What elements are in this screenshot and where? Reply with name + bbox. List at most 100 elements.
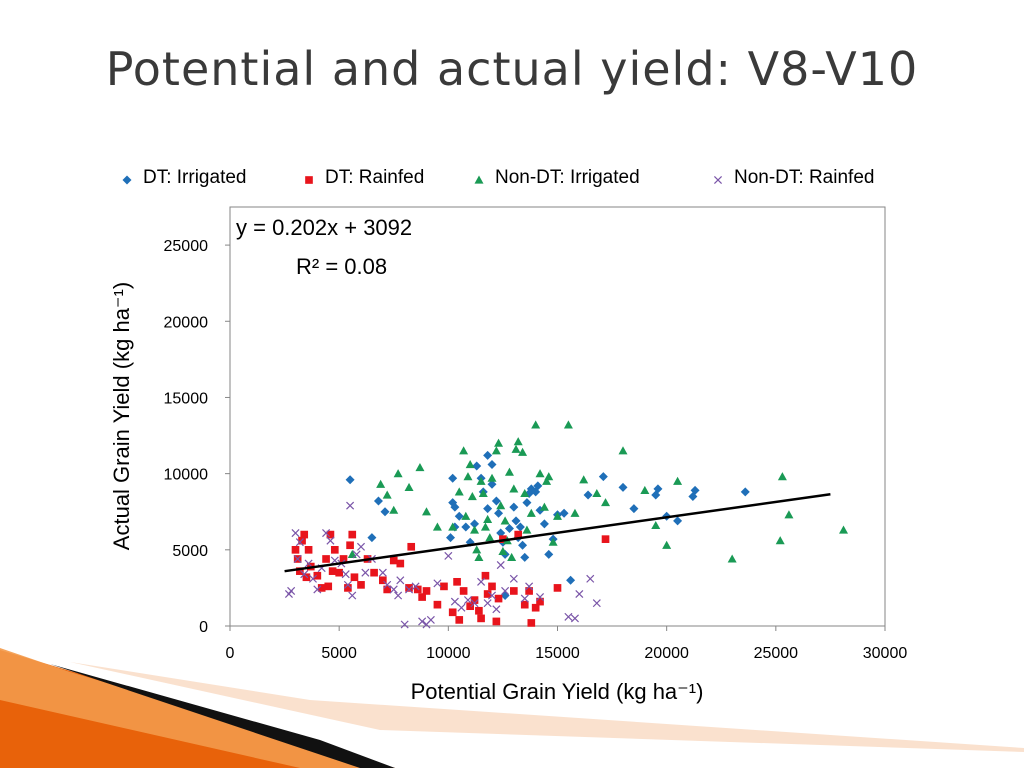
- data-point: [393, 469, 403, 478]
- data-point: [426, 615, 435, 624]
- legend-label: Non-DT: Rainfed: [734, 167, 874, 188]
- data-point: [535, 469, 545, 478]
- data-point: [483, 599, 492, 608]
- data-point: [539, 502, 549, 511]
- data-point: [496, 501, 506, 510]
- data-point: [618, 482, 628, 492]
- data-point: [291, 545, 300, 554]
- data-point: [432, 522, 442, 531]
- data-point: [525, 582, 534, 591]
- legend-item: DT: Rainfed: [305, 167, 424, 188]
- legend-label: DT: Rainfed: [325, 167, 424, 188]
- data-point: [382, 490, 392, 499]
- data-point: [304, 545, 313, 554]
- data-point: [415, 463, 425, 472]
- data-point: [520, 488, 530, 498]
- data-point: [481, 571, 490, 580]
- data-point: [511, 444, 521, 453]
- data-point: [501, 586, 510, 595]
- data-point: [522, 525, 532, 534]
- data-point: [405, 585, 414, 594]
- data-point: [455, 616, 464, 624]
- data-point: [474, 552, 484, 562]
- data-point: [496, 528, 506, 538]
- data-point: [492, 605, 501, 614]
- data-point: [494, 438, 504, 447]
- data-point: [579, 475, 589, 484]
- data-point: [378, 568, 387, 577]
- data-point: [515, 522, 525, 532]
- data-point: [448, 522, 458, 531]
- data-point: [487, 459, 497, 469]
- data-point: [470, 596, 479, 604]
- data-point: [404, 482, 414, 491]
- data-point: [483, 514, 493, 523]
- data-point: [440, 582, 448, 591]
- data-point: [520, 594, 529, 603]
- trendline-equation: y = 0.202x + 3092: [236, 215, 412, 240]
- data-point: [466, 602, 474, 611]
- data-point: [690, 485, 700, 495]
- series-dt-rainfed: [291, 530, 610, 627]
- data-point: [564, 612, 573, 621]
- data-point: [542, 476, 552, 485]
- data-point: [491, 496, 501, 506]
- data-point: [553, 584, 562, 592]
- legend-marker: [474, 175, 484, 184]
- data-point: [553, 511, 562, 520]
- data-point: [341, 570, 350, 579]
- data-point: [304, 559, 313, 568]
- data-point: [454, 511, 464, 521]
- data-point: [570, 614, 579, 623]
- data-point: [396, 576, 405, 585]
- data-point: [326, 536, 335, 545]
- data-point: [520, 600, 529, 609]
- data-point: [539, 519, 549, 529]
- data-point: [361, 568, 370, 577]
- data-point: [463, 596, 473, 605]
- data-point: [544, 472, 554, 481]
- data-point: [496, 561, 505, 570]
- data-point: [839, 525, 849, 534]
- data-point: [450, 502, 460, 512]
- legend-item: Non-DT: Rainfed: [713, 167, 874, 188]
- data-point: [601, 498, 611, 507]
- data-point: [293, 554, 302, 563]
- data-point: [453, 577, 461, 586]
- data-point: [295, 538, 304, 547]
- data-point: [548, 537, 558, 546]
- data-point: [491, 446, 501, 455]
- data-point: [444, 551, 453, 560]
- data-point: [527, 619, 536, 627]
- data-point: [483, 504, 493, 514]
- data-point: [472, 461, 482, 471]
- legend-item: Non-DT: Irrigated: [474, 167, 640, 188]
- y-axis-ticks: 0 5000 10000 15000 20000 25000: [164, 238, 230, 636]
- data-point: [394, 591, 403, 600]
- legend-label: Non-DT: Irrigated: [495, 167, 640, 188]
- data-point: [389, 556, 398, 565]
- data-point: [300, 530, 309, 539]
- data-point: [396, 559, 405, 568]
- data-point: [509, 574, 518, 583]
- data-point: [477, 577, 486, 586]
- data-point: [459, 587, 468, 595]
- data-point: [302, 573, 311, 582]
- data-point: [507, 552, 517, 562]
- data-point: [483, 590, 492, 598]
- data-point: [478, 488, 488, 498]
- data-point: [775, 536, 785, 545]
- data-point: [367, 533, 377, 543]
- data-point: [487, 479, 497, 489]
- x-tick-label: 5000: [321, 645, 357, 662]
- data-point: [287, 586, 296, 595]
- data-point: [346, 541, 354, 550]
- data-point: [566, 575, 576, 585]
- x-axis-ticks: 0 5000 10000 15000 20000 25000 30000: [226, 626, 907, 662]
- data-point: [544, 549, 554, 559]
- legend-label: DT: Irrigated: [143, 167, 246, 188]
- legend-marker: [305, 176, 313, 184]
- data-point: [313, 571, 322, 580]
- data-point: [487, 591, 497, 600]
